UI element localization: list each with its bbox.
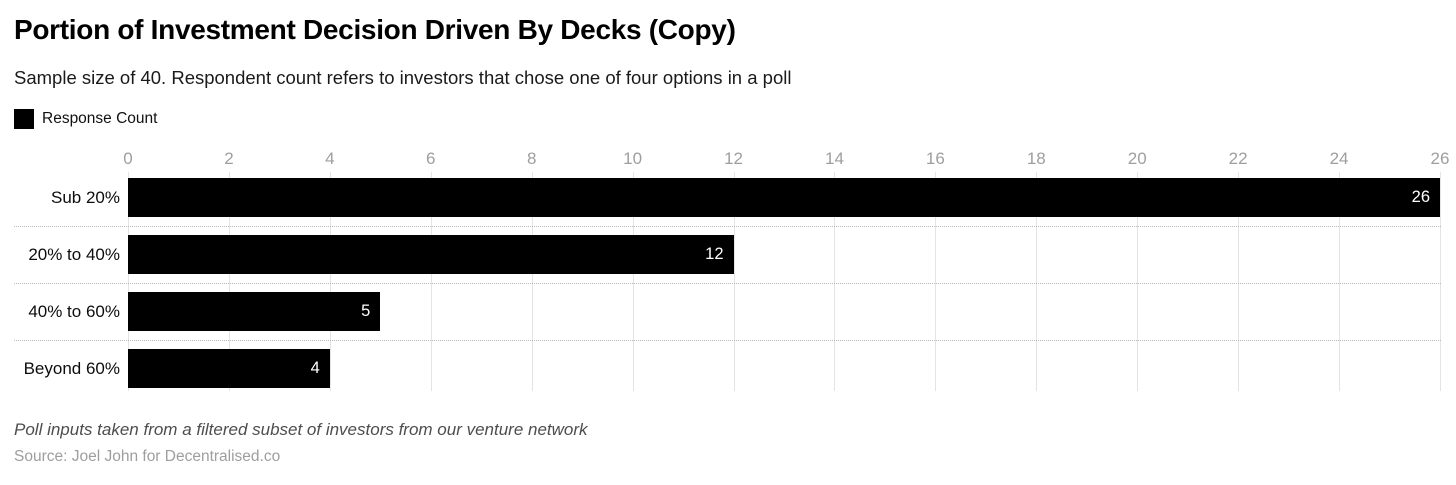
x-axis-tick-label: 0: [123, 149, 133, 168]
bar: 5: [128, 292, 381, 331]
category-label: 40% to 60%: [28, 302, 120, 321]
x-axis: 0 2 4 6 8 10 12 14 16 18 20 22 24 26: [123, 149, 1449, 169]
bar-value-label: 12: [705, 245, 724, 263]
gridline: [1440, 172, 1441, 391]
gridline: [1238, 172, 1240, 391]
gridline: [733, 172, 735, 391]
x-axis-tick-label: 10: [623, 149, 643, 168]
gridline: [632, 172, 634, 391]
gridline: [430, 172, 432, 391]
x-axis-tick-label: 22: [1228, 149, 1248, 168]
bar-value-label: 26: [1411, 188, 1430, 206]
bar-row: 20% to 40% 12: [28, 226, 1440, 283]
x-axis-tick-label: 2: [224, 149, 234, 168]
legend-swatch-icon: [14, 109, 34, 129]
x-axis-tick-label: 6: [426, 149, 436, 168]
gridline: [935, 172, 937, 391]
gridline: [329, 172, 331, 391]
row-separator: [14, 226, 1441, 227]
source-line: Source: Joel John for Decentralised.co: [14, 448, 281, 465]
row-separator: [14, 283, 1441, 284]
x-axis-tick-label: 24: [1329, 149, 1349, 168]
category-label: Beyond 60%: [23, 359, 120, 378]
chart-title: Portion of Investment Decision Driven By…: [14, 14, 736, 45]
bar-value-label: 5: [361, 302, 371, 320]
legend-label: Response Count: [42, 110, 158, 127]
gridline: [1137, 172, 1139, 391]
footnote: Poll inputs taken from a filtered subset…: [14, 420, 588, 439]
chart-subtitle: Sample size of 40. Respondent count refe…: [14, 67, 792, 88]
gridline: [531, 172, 533, 391]
gridline: [228, 172, 230, 391]
bar: 4: [128, 349, 330, 388]
x-axis-tick-label: 16: [925, 149, 945, 168]
bar-row: 40% to 60% 5: [28, 283, 1440, 340]
bar-value-label: 4: [310, 359, 320, 377]
plot-area: Sub 20% 26 20% to 40% 12 40% to 60% 5 Beyond 6…: [24, 169, 1441, 397]
x-axis-tick-label: 8: [526, 149, 537, 168]
x-axis-tick-label: 12: [724, 149, 743, 168]
gridline: [834, 172, 836, 391]
x-axis-tick-label: 4: [325, 149, 335, 168]
x-axis-tick-label: 14: [824, 149, 844, 168]
gridline: [1339, 172, 1341, 391]
bar: 26: [128, 178, 1440, 217]
bar-row: Beyond 60% 4: [24, 340, 1440, 397]
bar: 12: [128, 235, 734, 274]
gridline: [1036, 172, 1038, 391]
category-label: 20% to 40%: [28, 245, 120, 264]
category-label: Sub 20%: [51, 188, 120, 207]
row-separator: [14, 340, 1441, 341]
legend: Response Count: [14, 109, 157, 129]
x-axis-tick-label: 26: [1430, 149, 1450, 168]
gridline: [128, 172, 129, 391]
bar-row: Sub 20% 26: [51, 169, 1440, 226]
x-axis-tick-label: 20: [1127, 149, 1147, 168]
x-axis-tick-label: 18: [1026, 149, 1046, 168]
